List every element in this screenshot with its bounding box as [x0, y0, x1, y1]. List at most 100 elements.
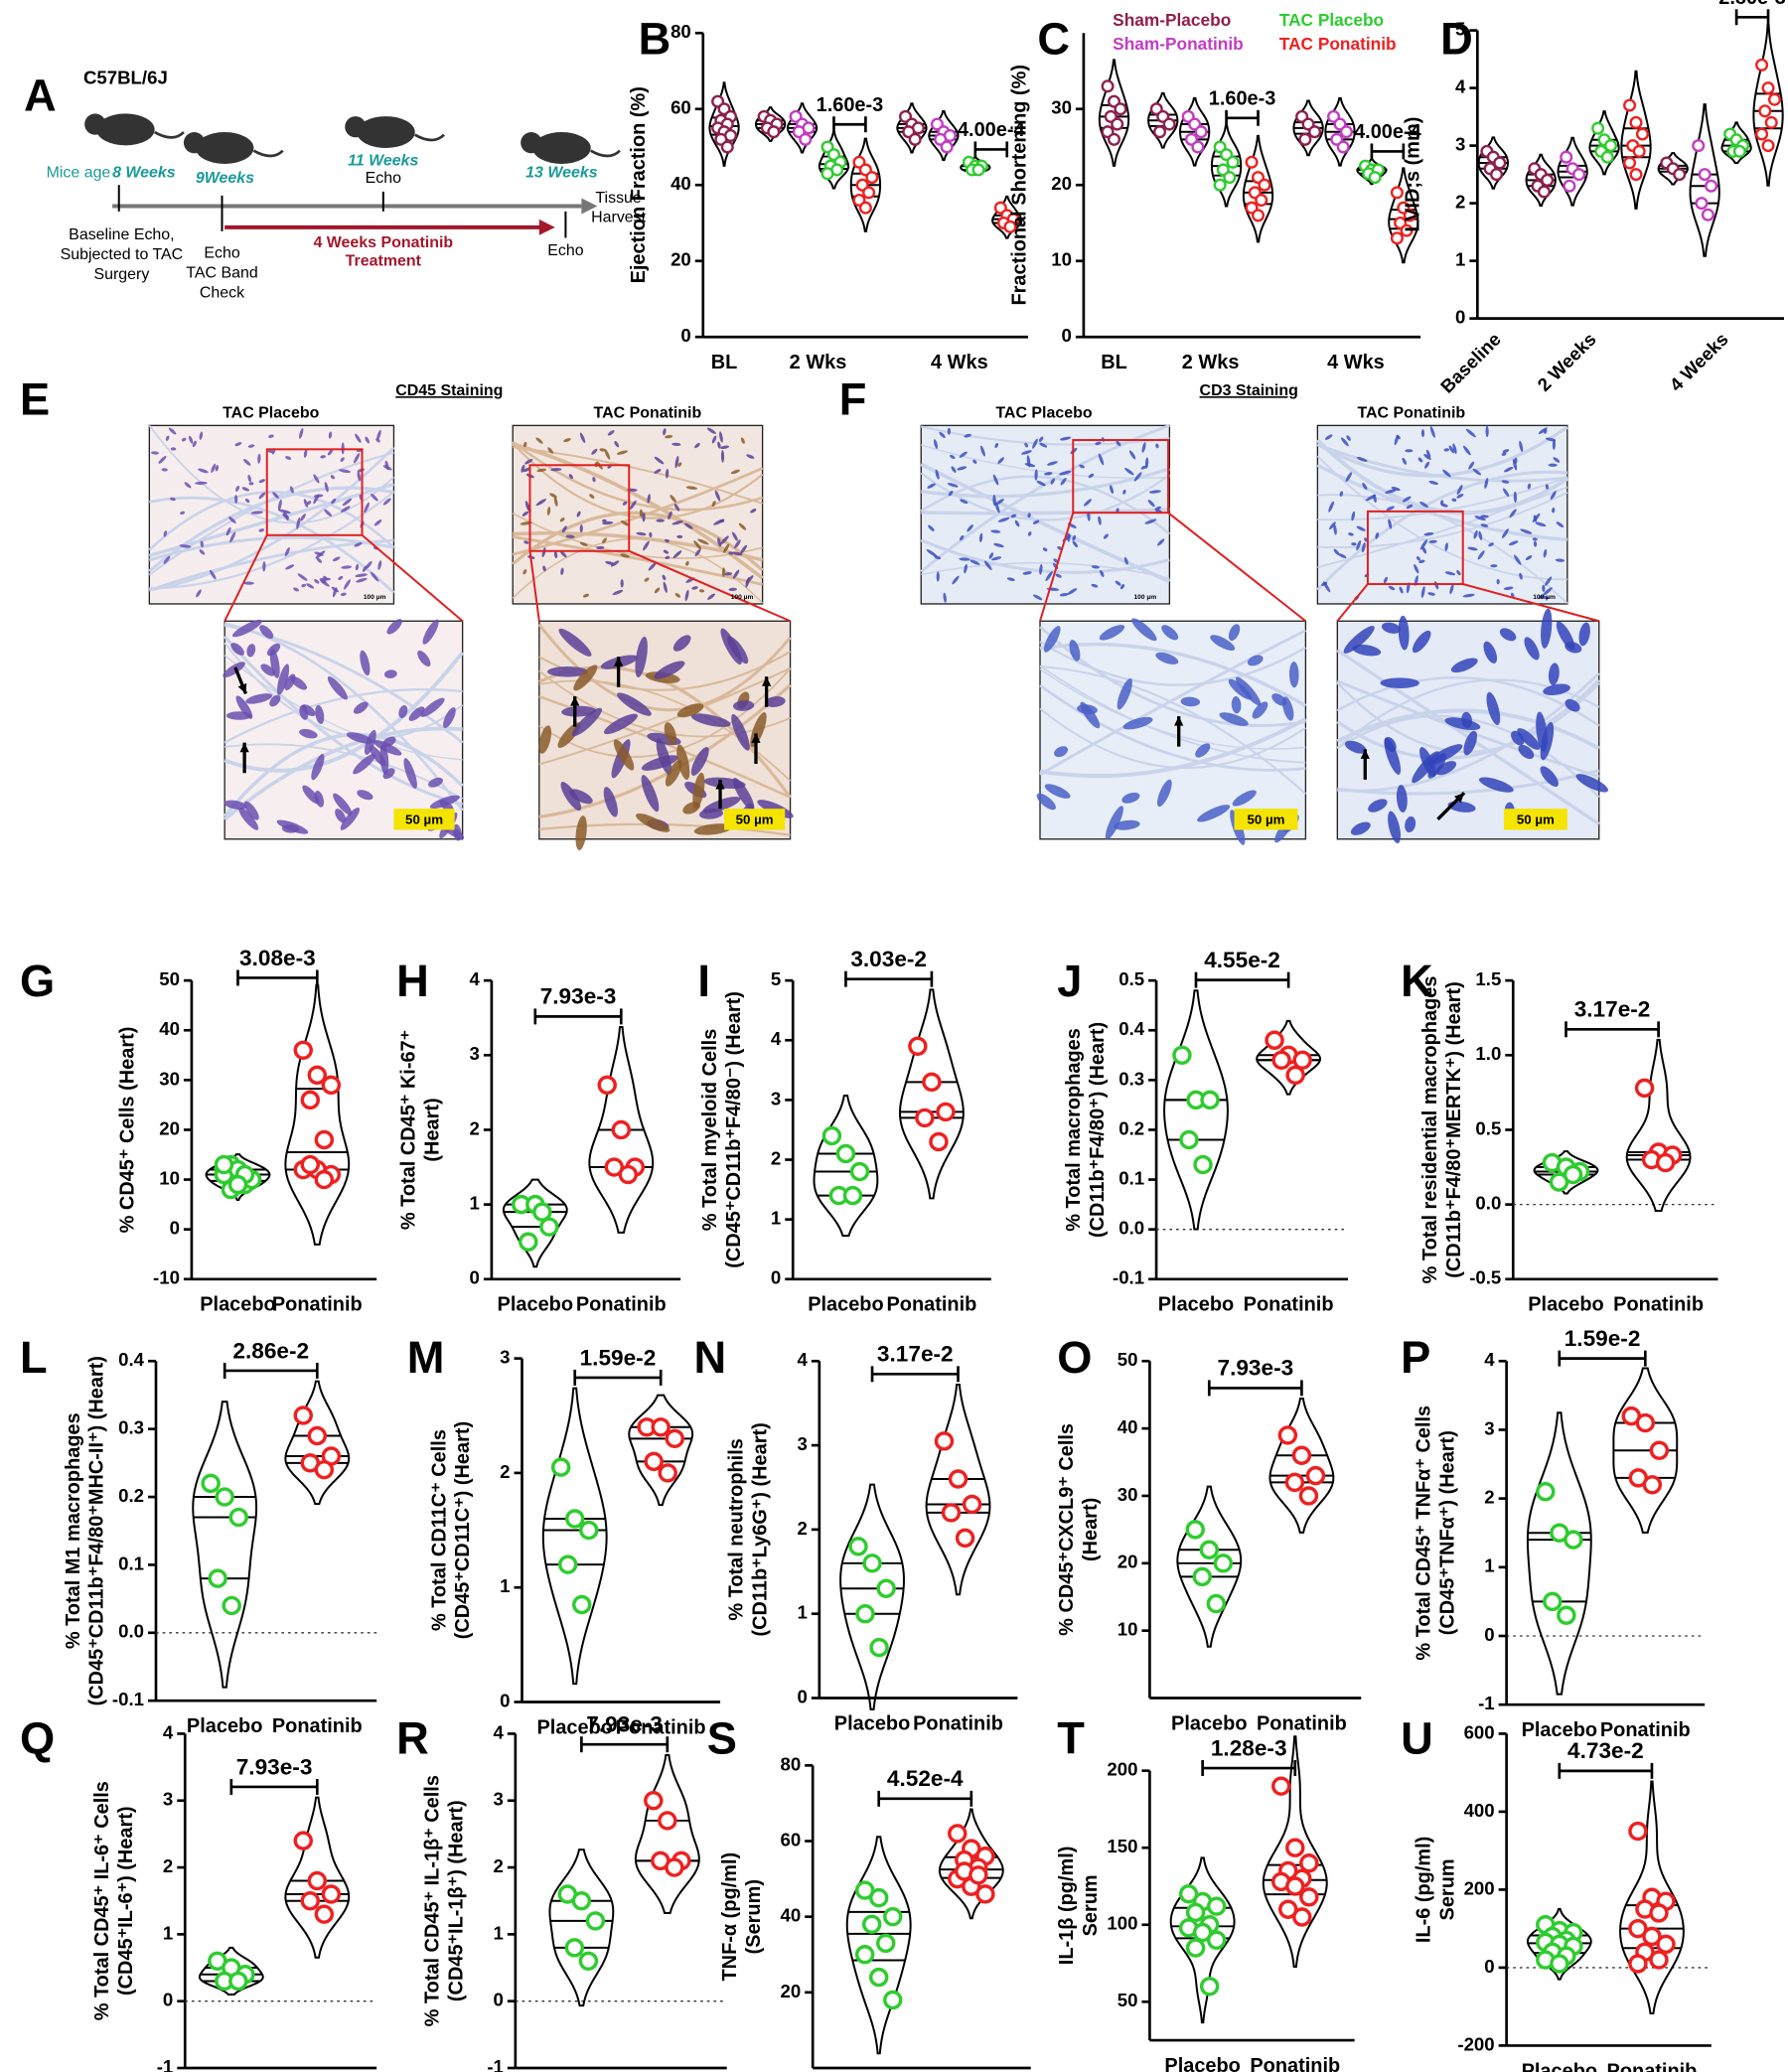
cell	[1122, 489, 1126, 495]
fiber	[513, 446, 763, 505]
y-tick-label: 0.5	[1475, 1117, 1501, 1138]
violin	[1179, 96, 1211, 167]
data-point	[1692, 139, 1706, 153]
cell	[764, 696, 786, 707]
cell	[1420, 586, 1425, 598]
panel-title: CD45 Staining	[395, 382, 503, 399]
cell	[605, 560, 615, 565]
data-point	[1199, 1977, 1220, 1997]
cell	[1423, 453, 1431, 460]
data-point	[1603, 139, 1618, 153]
y-tick-label: -1	[487, 2056, 504, 2072]
cell	[353, 701, 369, 714]
cell	[1535, 521, 1547, 527]
cell	[1542, 584, 1546, 592]
cell	[665, 434, 673, 439]
panel-letter: Q	[20, 1712, 55, 1763]
cell	[373, 518, 382, 526]
inset-box	[1072, 439, 1170, 515]
fiber	[1316, 443, 1567, 483]
p-value: 1.28e-3	[1211, 1735, 1287, 1760]
cell	[1564, 642, 1582, 654]
fiber	[1337, 769, 1600, 796]
cell	[319, 577, 332, 581]
data-point	[644, 1451, 664, 1472]
cell	[964, 433, 971, 438]
cell	[1356, 457, 1368, 462]
x-tick-label: Placebo	[1158, 1294, 1234, 1316]
cell	[1461, 711, 1472, 729]
cell	[1121, 792, 1140, 804]
fiber	[223, 726, 463, 821]
data-point	[1695, 197, 1709, 211]
fiber	[1039, 683, 1306, 772]
y-axis-label: TNF-α (pg/ml)	[719, 1852, 741, 1982]
cell	[1402, 457, 1408, 465]
cell	[1039, 563, 1043, 575]
cell	[582, 593, 590, 598]
y-tick-label: 20	[159, 1117, 180, 1138]
cell	[1361, 542, 1366, 553]
panel-letter: M	[407, 1332, 445, 1383]
data-point	[1673, 168, 1687, 182]
cell	[994, 442, 999, 449]
cell	[1486, 691, 1501, 725]
cell	[1435, 761, 1457, 776]
data-point	[1623, 156, 1637, 170]
x-tick-label: BL	[1101, 352, 1127, 373]
fiber	[538, 666, 792, 766]
cell	[311, 754, 325, 781]
cell	[589, 494, 595, 500]
cell	[560, 782, 582, 812]
cell	[1375, 531, 1380, 539]
cell	[1388, 585, 1396, 591]
fiber	[1039, 640, 1307, 686]
cell	[1402, 496, 1412, 503]
cell	[934, 555, 942, 560]
data-point	[865, 171, 879, 185]
y-tick-label: 4	[1455, 76, 1466, 97]
violin	[1477, 136, 1509, 190]
x-tick-label: Placebo	[1164, 2055, 1240, 2072]
data-point	[908, 1036, 928, 1056]
data-point	[227, 1174, 248, 1195]
cell	[694, 548, 701, 557]
data-point	[1223, 171, 1237, 185]
chart-panel: Q -1 0 1 2 3 4 % Total CD45⁺ IL-6⁺ Cells (CD45⁺I…	[20, 1712, 377, 2072]
cell	[1399, 586, 1404, 594]
cell	[1540, 766, 1559, 788]
scale-label: 50 µm	[1248, 813, 1285, 827]
cell	[1180, 696, 1201, 707]
cell	[1443, 448, 1450, 452]
step-text: Tissue	[595, 190, 642, 207]
y-tick-label: 4	[798, 1349, 809, 1370]
cell	[1388, 518, 1393, 529]
cell	[1380, 677, 1419, 688]
y-axis-label: (Serum)	[743, 1879, 765, 1954]
cell	[1396, 785, 1408, 814]
cell	[720, 445, 730, 450]
y-tick-label: 10	[159, 1167, 180, 1188]
cell	[1421, 546, 1427, 554]
arrow-head	[239, 742, 249, 753]
fiber	[1039, 665, 1306, 764]
cell	[591, 448, 598, 455]
cell	[1449, 583, 1454, 595]
data-point	[1543, 1591, 1563, 1612]
cell	[1501, 528, 1509, 539]
cell	[604, 449, 611, 460]
cell	[1520, 528, 1533, 534]
data-point	[883, 1906, 903, 1927]
cell	[1555, 558, 1565, 562]
scale-bar	[1234, 809, 1298, 830]
data-point	[1271, 1776, 1291, 1796]
cell	[668, 511, 672, 520]
cell	[420, 697, 445, 717]
cell	[209, 569, 217, 580]
data-point	[1572, 168, 1586, 182]
chart-panel: T 50 100 150 200 IL-1β (pg/ml) Serum Placebo Pon…	[1056, 1712, 1355, 2072]
cell	[648, 561, 658, 571]
y-tick-label: 50	[1118, 1990, 1138, 2010]
cell	[558, 628, 592, 657]
cell	[1485, 425, 1489, 438]
